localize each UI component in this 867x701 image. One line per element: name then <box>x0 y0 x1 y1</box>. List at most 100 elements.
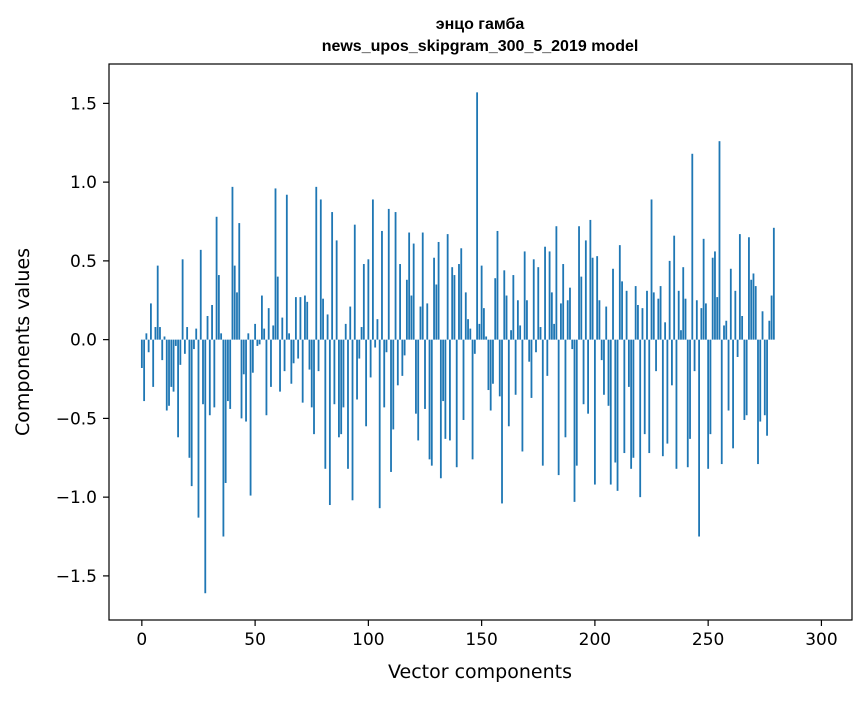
bar <box>258 339 261 345</box>
bar <box>471 339 474 460</box>
bar <box>202 339 204 405</box>
bar <box>661 339 664 457</box>
bar <box>458 264 460 340</box>
bar <box>145 333 148 340</box>
bar <box>451 267 454 340</box>
bar <box>462 339 465 420</box>
bar <box>428 339 431 460</box>
bar <box>698 339 700 537</box>
bar <box>523 251 526 340</box>
bar <box>387 208 390 340</box>
bar <box>639 339 642 498</box>
bar <box>240 339 243 419</box>
bar <box>700 308 703 340</box>
bar <box>526 300 528 340</box>
bar <box>181 259 184 340</box>
bar <box>618 245 621 340</box>
bar <box>281 317 284 340</box>
y-tick-label: −1.0 <box>56 488 97 508</box>
bar <box>532 259 535 340</box>
bar <box>494 278 497 340</box>
bar <box>319 199 322 340</box>
bar <box>492 339 494 384</box>
bar <box>417 339 420 441</box>
bar <box>668 260 671 340</box>
bar <box>265 339 268 416</box>
bar <box>347 339 349 469</box>
bar <box>276 276 279 340</box>
bar <box>648 339 651 454</box>
bar <box>609 339 612 485</box>
bar <box>437 241 440 340</box>
bar <box>324 339 327 469</box>
bar <box>748 237 750 340</box>
bar <box>650 199 653 340</box>
bar <box>161 339 164 361</box>
bar <box>469 328 472 340</box>
bar <box>224 339 227 483</box>
bar <box>156 265 159 340</box>
bar <box>519 325 522 340</box>
bar <box>140 339 143 368</box>
bar <box>317 339 320 372</box>
bar <box>516 300 519 340</box>
bar <box>419 306 422 340</box>
bar <box>344 323 347 340</box>
bar <box>489 339 492 411</box>
bar <box>263 328 266 340</box>
bar <box>632 339 635 458</box>
bar <box>761 311 764 340</box>
bar <box>553 323 556 340</box>
bar <box>340 339 343 435</box>
bar <box>641 308 644 340</box>
y-axis-label: Components values <box>12 248 34 436</box>
bar <box>743 339 746 420</box>
bar <box>714 251 716 340</box>
bar <box>467 319 469 340</box>
bar <box>593 339 596 485</box>
bar <box>371 199 374 340</box>
bar <box>362 264 365 340</box>
bar <box>231 186 234 340</box>
bar <box>591 257 594 340</box>
bar <box>605 306 608 340</box>
bar <box>394 212 397 340</box>
bar <box>657 298 660 340</box>
bar <box>480 265 483 340</box>
bar <box>680 330 682 340</box>
bar <box>707 339 710 469</box>
bar <box>557 339 560 476</box>
bar <box>521 339 524 452</box>
bar <box>301 339 304 403</box>
bar <box>623 339 626 454</box>
bar <box>306 301 309 340</box>
bar <box>174 339 177 346</box>
bar <box>172 339 175 392</box>
bar <box>251 339 254 373</box>
bar <box>580 276 583 340</box>
bar <box>410 295 413 340</box>
bar <box>684 298 687 340</box>
bar <box>677 290 680 340</box>
bar <box>584 240 587 340</box>
bar <box>315 186 318 340</box>
bar <box>768 320 771 340</box>
x-tick-label: 200 <box>579 630 611 650</box>
bar <box>256 339 259 346</box>
bar <box>367 259 370 340</box>
bar <box>415 339 417 414</box>
chart-subtitle: news_upos_skipgram_300_5_2019 model <box>322 38 639 55</box>
bar <box>482 308 485 340</box>
bar <box>571 339 574 350</box>
bar <box>496 230 499 340</box>
bar <box>537 267 540 340</box>
bar <box>147 339 150 353</box>
bar <box>208 339 211 416</box>
bar <box>247 333 250 340</box>
y-tick-label: 0.0 <box>70 331 97 351</box>
bar <box>512 275 515 340</box>
bar <box>607 339 610 406</box>
x-axis-label: Vector components <box>388 661 572 683</box>
bar <box>190 339 193 487</box>
